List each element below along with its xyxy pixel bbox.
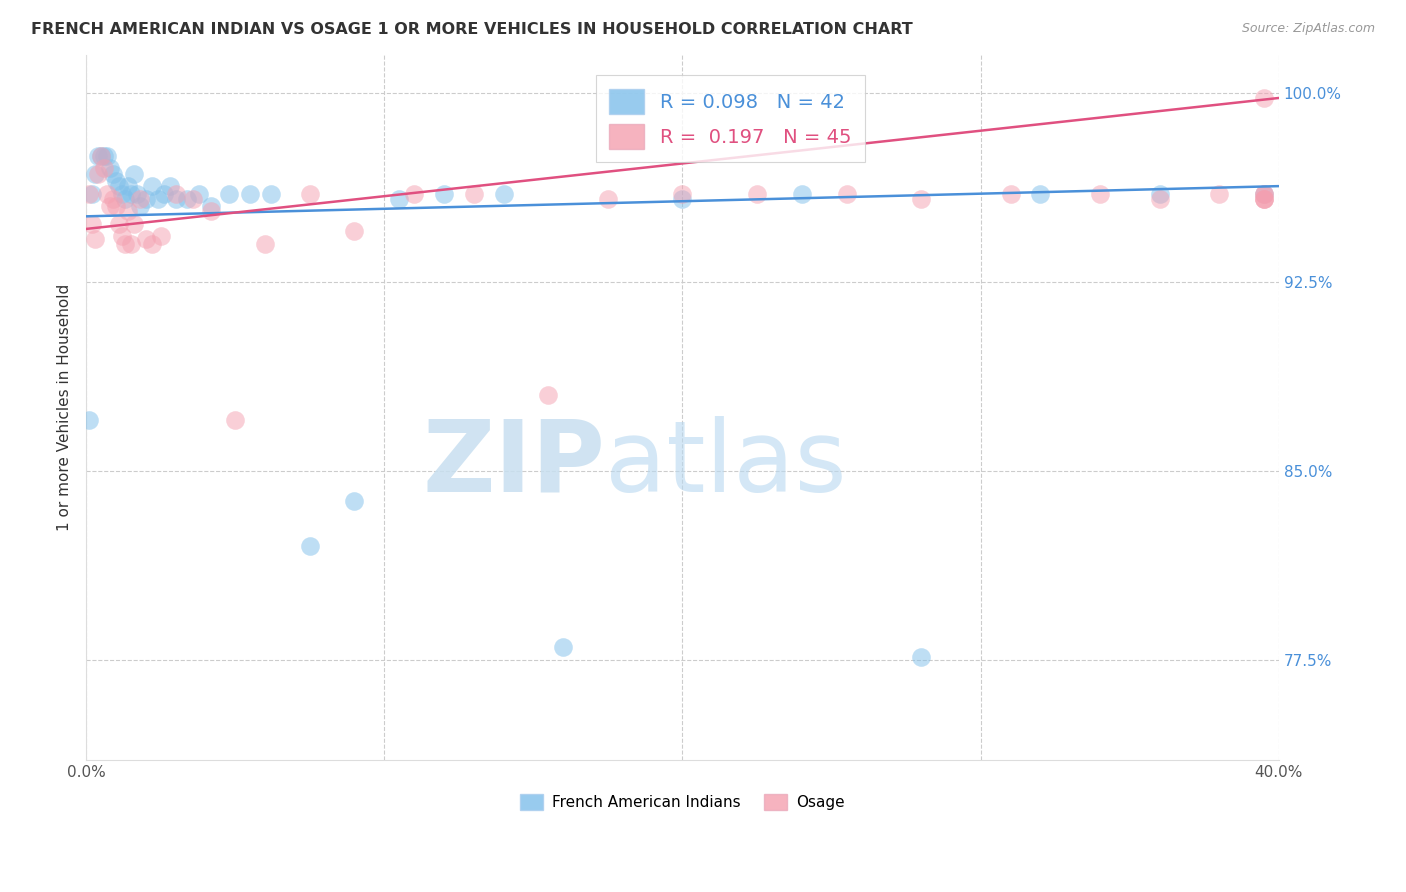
Point: [188, 186, 211, 201]
Point: [165, 192, 187, 206]
Point: [200, 199, 222, 213]
Point: [87, 149, 110, 163]
Point: [111, 229, 134, 244]
Point: [433, 186, 456, 201]
Point: [1253, 91, 1275, 105]
Point: [108, 179, 131, 194]
Point: [98, 199, 121, 213]
Point: [141, 179, 163, 194]
Point: [104, 199, 127, 213]
Point: [84, 167, 107, 181]
Point: [120, 186, 142, 201]
Point: [745, 186, 768, 201]
Point: [218, 186, 240, 201]
Point: [141, 237, 163, 252]
Point: [98, 161, 121, 176]
Point: [1253, 186, 1275, 201]
Point: [183, 192, 205, 206]
Point: [1149, 192, 1171, 206]
Point: [77, 413, 100, 427]
Point: [1253, 192, 1275, 206]
Point: [117, 179, 139, 194]
Point: [298, 186, 321, 201]
Legend: French American Indians, Osage: French American Indians, Osage: [515, 788, 851, 816]
Point: [790, 186, 813, 201]
Point: [80, 186, 103, 201]
Point: [1208, 186, 1230, 201]
Point: [260, 186, 283, 201]
Point: [910, 650, 932, 665]
Point: [96, 149, 118, 163]
Point: [1088, 186, 1111, 201]
Point: [910, 192, 932, 206]
Point: [298, 539, 321, 553]
Text: atlas: atlas: [605, 416, 846, 513]
Point: [135, 192, 157, 206]
Point: [135, 232, 157, 246]
Point: [343, 494, 366, 508]
Text: ZIP: ZIP: [422, 416, 605, 513]
Point: [146, 192, 169, 206]
Point: [1149, 186, 1171, 201]
Point: [253, 237, 276, 252]
Point: [128, 192, 150, 206]
Point: [165, 186, 187, 201]
Point: [159, 179, 181, 194]
Point: [101, 192, 124, 206]
Point: [149, 229, 172, 244]
Point: [114, 237, 136, 252]
Point: [553, 640, 575, 654]
Point: [117, 204, 139, 219]
Point: [200, 204, 222, 219]
Point: [492, 186, 515, 201]
Point: [671, 186, 693, 201]
Point: [122, 167, 145, 181]
Y-axis label: 1 or more Vehicles in Household: 1 or more Vehicles in Household: [58, 285, 72, 532]
Point: [96, 186, 118, 201]
Point: [596, 192, 619, 206]
Point: [125, 186, 148, 201]
Point: [1253, 186, 1275, 201]
Point: [122, 217, 145, 231]
Point: [537, 388, 560, 402]
Point: [404, 186, 426, 201]
Point: [93, 149, 115, 163]
Point: [835, 186, 858, 201]
Point: [120, 237, 142, 252]
Point: [90, 149, 112, 163]
Text: Source: ZipAtlas.com: Source: ZipAtlas.com: [1241, 22, 1375, 36]
Point: [1000, 186, 1022, 201]
Point: [77, 186, 100, 201]
Point: [1253, 192, 1275, 206]
Point: [84, 232, 107, 246]
Point: [1029, 186, 1052, 201]
Point: [1253, 186, 1275, 201]
Point: [93, 161, 115, 176]
Point: [152, 186, 174, 201]
Point: [101, 167, 124, 181]
Point: [108, 217, 131, 231]
Point: [111, 186, 134, 201]
Point: [1253, 192, 1275, 206]
Point: [80, 217, 103, 231]
Point: [671, 192, 693, 206]
Point: [90, 149, 112, 163]
Point: [239, 186, 262, 201]
Point: [128, 199, 150, 213]
Point: [388, 192, 411, 206]
Point: [104, 174, 127, 188]
Point: [87, 167, 110, 181]
Point: [463, 186, 485, 201]
Point: [224, 413, 246, 427]
Text: FRENCH AMERICAN INDIAN VS OSAGE 1 OR MORE VEHICLES IN HOUSEHOLD CORRELATION CHAR: FRENCH AMERICAN INDIAN VS OSAGE 1 OR MOR…: [31, 22, 912, 37]
Point: [176, 192, 198, 206]
Point: [114, 192, 136, 206]
Point: [343, 224, 366, 238]
